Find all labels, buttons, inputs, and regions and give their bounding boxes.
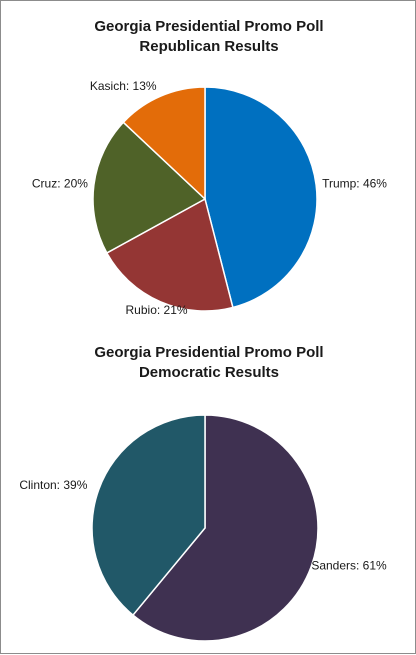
- pie-slice-kasich: [122, 86, 206, 201]
- chart-subtitle: Republican Results: [139, 38, 279, 55]
- pie-slice-clinton: [91, 414, 206, 617]
- pie-slice-rubio: [105, 197, 234, 312]
- republican-chart: Georgia Presidential Promo Poll Republic…: [1, 1, 416, 331]
- data-label-kasich: Kasich: 13%: [90, 79, 157, 93]
- chart-title-line1: Georgia Presidential Promo Poll: [94, 344, 324, 361]
- republican-pie-chart: Trump: 46% Rubio: 21% Cruz: 20% Kasich: 13%: [32, 79, 387, 317]
- data-label-sanders: Sanders: 61%: [311, 558, 387, 572]
- pie-slice-sanders: [131, 414, 319, 642]
- democratic-pie-chart: Sanders: 61% Clinton: 39%: [19, 414, 387, 642]
- chart-subtitle: Democratic Results: [138, 364, 280, 381]
- chart-title: Georgia Presidential Promo Poll Democrat…: [1, 343, 416, 383]
- data-label-rubio: Rubio: 21%: [126, 303, 188, 317]
- chart-title: Georgia Presidential Promo Poll Republic…: [1, 17, 416, 57]
- pie-slice-cruz: [92, 121, 207, 254]
- democratic-chart: Georgia Presidential Promo Poll Democrat…: [1, 331, 416, 655]
- data-label-trump: Trump: 46%: [322, 176, 387, 190]
- data-label-clinton: Clinton: 39%: [19, 478, 87, 492]
- data-label-cruz: Cruz: 20%: [32, 176, 88, 190]
- pie-slice-trump: [204, 86, 318, 309]
- chart-title-line1: Georgia Presidential Promo Poll: [94, 18, 324, 35]
